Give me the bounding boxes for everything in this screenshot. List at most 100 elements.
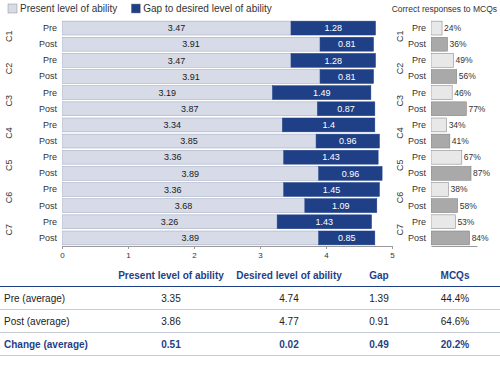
bar xyxy=(320,70,373,84)
data-label: 34% xyxy=(449,120,466,130)
bar xyxy=(62,199,305,213)
y-tick: Pre xyxy=(43,88,57,98)
group-labels: C1C2C3C4C5C6C7 xyxy=(395,30,405,235)
table-cell: 20.2% xyxy=(410,333,500,356)
data-label: 3.89 xyxy=(182,233,200,243)
x-tick: 5 xyxy=(390,246,395,260)
data-label: 0.81 xyxy=(338,39,356,49)
y-tick-label: Pre xyxy=(43,120,57,130)
y-tick-label: Pre xyxy=(43,88,57,98)
legend-label: Present level of ability xyxy=(20,3,117,14)
data-label: 1.28 xyxy=(324,23,342,33)
table-header-row: Present level of abilityDesired level of… xyxy=(0,264,500,287)
data-labels: 24%36%49%56%46%77%34%41%67%87%38%58%53%8… xyxy=(444,23,490,243)
y-tick-label: Pre xyxy=(43,55,57,65)
y-tick-label: Pre xyxy=(43,217,57,227)
data-label: 3.85 xyxy=(180,136,198,146)
y-tick: Pre xyxy=(43,23,57,33)
data-label: 1.43 xyxy=(316,217,334,227)
table-cell: 0.91 xyxy=(348,310,410,333)
group-label: C6 xyxy=(4,192,14,204)
data-label: 1.49 xyxy=(313,88,331,98)
y-tick: Pre xyxy=(43,55,57,65)
legend: Present level of ability Gap to desired l… xyxy=(8,3,272,14)
y-tick-label: Post xyxy=(408,233,427,243)
y-tick-label: Pre xyxy=(43,23,57,33)
y-tick-label: Pre xyxy=(43,184,57,194)
table-cell: 3.86 xyxy=(112,310,230,333)
bar xyxy=(62,183,284,197)
x-tick: 4 xyxy=(324,246,329,260)
data-label: 46% xyxy=(454,88,471,98)
bar xyxy=(431,231,470,245)
y-tick-label: Post xyxy=(408,104,427,114)
y-tick-label: Pre xyxy=(412,184,426,194)
group-label: C2 xyxy=(4,63,14,75)
x-tick-mark xyxy=(392,246,393,249)
table-cell: 4.74 xyxy=(230,287,348,310)
bars xyxy=(62,21,382,245)
y-tick-label: Pre xyxy=(412,120,426,130)
y-tick-label: Post xyxy=(39,233,58,243)
bar xyxy=(431,37,448,51)
table-row-label: Post (average) xyxy=(0,310,112,333)
legend-label: Gap to desired level of ability xyxy=(143,3,271,14)
x-axis-line xyxy=(432,246,478,247)
table-cell: 0.51 xyxy=(112,333,230,356)
data-label: 3.91 xyxy=(182,39,200,49)
data-label: 3.47 xyxy=(168,56,186,66)
x-tick: 1 xyxy=(126,246,131,260)
y-tick: Pre xyxy=(43,217,57,227)
x-tick-label: 3 xyxy=(258,251,263,260)
y-tick-label: Pre xyxy=(412,217,426,227)
table-cell: 64.6% xyxy=(410,310,500,333)
legend-swatch xyxy=(131,4,140,13)
group-label: C1 xyxy=(4,30,14,42)
y-tick: Post xyxy=(408,201,427,211)
y-tick: Pre xyxy=(412,55,426,65)
y-tick: Pre xyxy=(412,23,426,33)
bar xyxy=(62,37,320,51)
bar xyxy=(431,53,454,67)
group-label: C1 xyxy=(395,30,405,42)
data-label: 0.87 xyxy=(337,104,355,114)
y-tick-label: Pre xyxy=(412,152,426,162)
x-tick-label: 4 xyxy=(324,251,329,260)
x-tick-mark xyxy=(326,246,327,249)
data-labels: 3.473.913.473.913.193.873.343.853.363.89… xyxy=(159,23,360,243)
data-label: 3.47 xyxy=(168,23,186,33)
bar xyxy=(291,53,375,67)
data-label: 0.96 xyxy=(342,169,360,179)
legend-item: Gap to desired level of ability xyxy=(131,3,271,14)
x-tick-label: 1 xyxy=(126,251,131,260)
bar xyxy=(431,70,457,84)
data-label: 3.87 xyxy=(181,104,199,114)
table-row: Pre (average)3.354.741.3944.4% xyxy=(0,287,500,310)
y-tick-label: Post xyxy=(408,168,427,178)
x-tick-mark xyxy=(62,246,63,249)
data-label: 0.96 xyxy=(339,136,357,146)
y-tick: Post xyxy=(408,71,427,81)
x-tick-label: 0 xyxy=(60,251,65,260)
data-label: 3.36 xyxy=(164,185,182,195)
group-label: C5 xyxy=(4,160,14,172)
data-label: 84% xyxy=(472,233,489,243)
x-tick-label: 2 xyxy=(192,251,197,260)
y-tick-label: Post xyxy=(39,201,58,211)
bar xyxy=(284,150,378,164)
bar xyxy=(431,118,447,132)
y-tick-label: Post xyxy=(408,39,427,49)
group-label: C4 xyxy=(395,127,405,139)
bar xyxy=(431,166,471,180)
y-tick: Pre xyxy=(412,120,426,130)
y-tick: Pre xyxy=(412,88,426,98)
table-row: Change (average)0.510.020.4920.2% xyxy=(0,333,500,356)
x-tick: 0 xyxy=(60,246,65,260)
bar xyxy=(305,199,377,213)
bar xyxy=(62,118,282,132)
group-label: C3 xyxy=(395,95,405,107)
data-label: 0.85 xyxy=(338,233,356,243)
data-label: 3.19 xyxy=(159,88,177,98)
y-tick: Pre xyxy=(43,184,57,194)
group-label: C6 xyxy=(395,192,405,204)
